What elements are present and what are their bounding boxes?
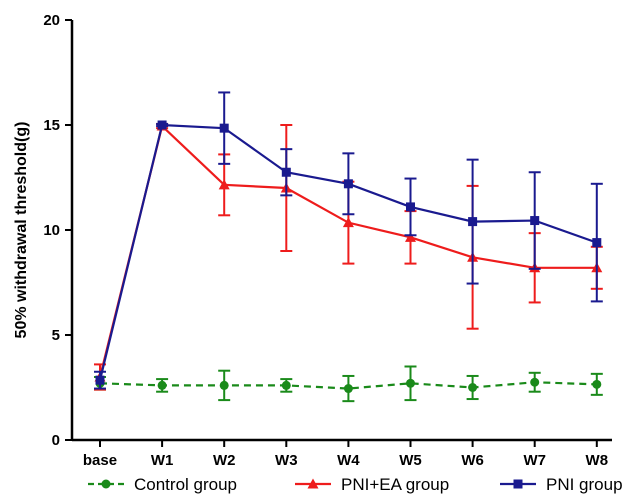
data-point-circle <box>468 383 478 392</box>
data-point-circle <box>281 380 291 390</box>
data-point-square <box>157 120 167 130</box>
x-tick-label: W2 <box>213 452 236 469</box>
data-point-triangle <box>342 217 354 228</box>
data-point-triangle <box>218 179 230 190</box>
y-tick-label: 10 <box>43 222 60 239</box>
legend-label: PNI group <box>546 475 622 494</box>
data-point-circle <box>592 379 602 389</box>
x-tick-label: W1 <box>151 452 174 469</box>
series-square <box>94 91 603 390</box>
y-tick-label: 0 <box>52 432 60 449</box>
x-tick-label: W6 <box>461 452 484 469</box>
data-point-circle <box>157 380 167 390</box>
series-layer <box>94 91 603 403</box>
data-point-square <box>281 167 291 177</box>
x-tick-label: W4 <box>337 452 360 469</box>
data-point-square <box>343 179 353 189</box>
x-tick-label: W7 <box>523 452 546 469</box>
legend-item: PNI+EA group <box>295 475 449 494</box>
y-axis-title: 50% withdrawal threshold(g) <box>13 122 30 339</box>
data-point-circle <box>219 380 229 390</box>
data-point-square <box>468 217 478 227</box>
legend: Control group PNI+EA group PNI group <box>88 475 622 494</box>
x-tick-label: W5 <box>399 452 422 469</box>
axes: 0 5 10 15 20 base W1 W2 W3 W4 W5 W6 W7 W8 <box>43 12 612 469</box>
legend-label: PNI+EA group <box>341 475 449 494</box>
y-tick-label: 20 <box>43 12 60 29</box>
data-point-circle <box>343 384 353 394</box>
series-circle <box>94 365 603 403</box>
data-point-square <box>513 479 523 489</box>
x-tick-label: base <box>83 452 117 469</box>
legend-item: Control group <box>88 475 237 494</box>
x-tick-label: W8 <box>586 452 609 469</box>
y-tick-label: 5 <box>52 327 60 344</box>
legend-item: PNI group <box>500 475 622 494</box>
data-point-circle <box>406 378 415 388</box>
series-line <box>99 381 597 390</box>
data-point-square <box>95 375 105 385</box>
data-point-circle <box>530 377 540 387</box>
legend-label: Control group <box>134 475 237 494</box>
data-point-circle <box>101 479 111 489</box>
x-tick-label: W3 <box>275 452 298 469</box>
y-tick-label: 15 <box>43 117 60 134</box>
data-point-square <box>592 238 602 248</box>
data-point-triangle <box>405 231 416 242</box>
data-point-square <box>219 123 229 133</box>
data-point-square <box>530 216 540 226</box>
data-point-square <box>406 202 415 212</box>
data-point-triangle <box>307 478 319 489</box>
